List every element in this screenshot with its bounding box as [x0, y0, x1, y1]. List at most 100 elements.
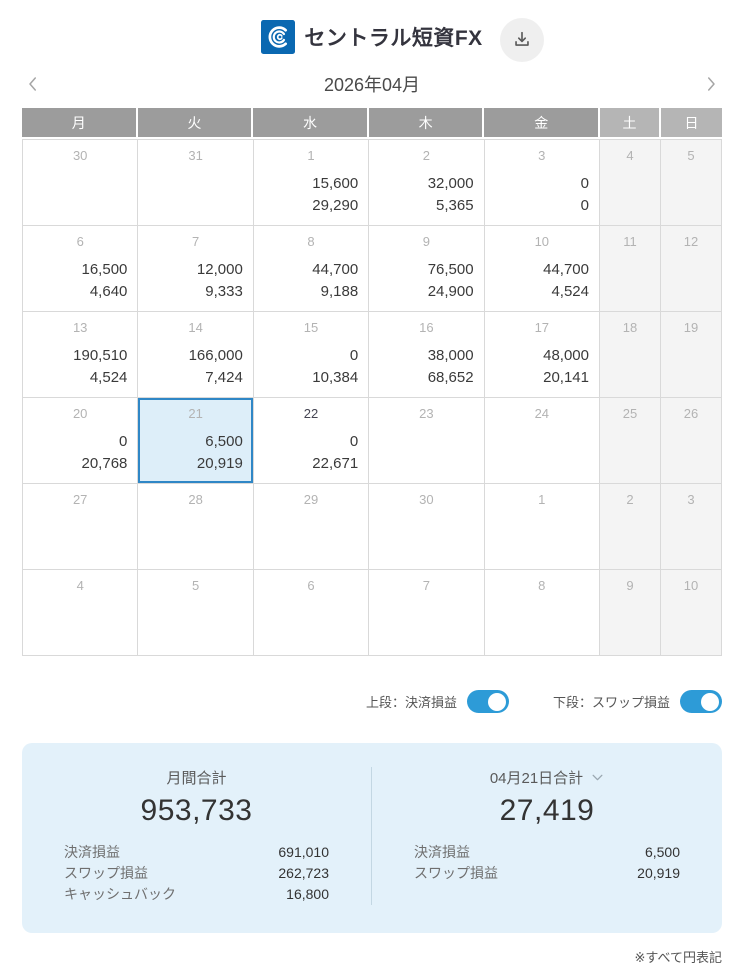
calendar-cell-25[interactable]: 25: [600, 398, 661, 484]
day-number: 28: [188, 492, 203, 507]
weekday-fri: 金: [484, 108, 600, 137]
day-number: 9: [626, 578, 634, 593]
calendar-cell-26[interactable]: 26: [661, 398, 722, 484]
calendar-cell-19[interactable]: 19: [661, 312, 722, 398]
day-number: 30: [419, 492, 434, 507]
day-number: 13: [72, 320, 88, 335]
day-number: 22: [303, 406, 319, 421]
calendar-cell-9[interactable]: 9: [600, 570, 661, 656]
calendar-cell-27[interactable]: 27: [23, 484, 139, 570]
calendar-cell-13[interactable]: 13 190,510 4,524: [23, 312, 139, 398]
summary-row: 決済損益 6,500: [414, 842, 680, 863]
cell-values: 76,500 24,900: [428, 259, 474, 303]
summary-panel: 月間合計 953,733 決済損益 691,010 スワップ損益 262,723…: [22, 743, 722, 933]
cell-values: 44,700 4,524: [543, 259, 589, 303]
calendar-cell-23[interactable]: 23: [369, 398, 485, 484]
day-number: 15: [303, 320, 319, 335]
calendar-cell-2[interactable]: 2: [600, 484, 661, 570]
toggle-knob: [701, 692, 719, 711]
calendar-cell-7[interactable]: 7: [369, 570, 485, 656]
swap-value: 5,365: [436, 197, 474, 214]
calendar-cell-4[interactable]: 4: [23, 570, 139, 656]
calendar-cell-15[interactable]: 15 0 10,384: [253, 312, 370, 398]
cell-values: 190,510 4,524: [73, 345, 127, 389]
calendar-cell-11[interactable]: 11: [600, 226, 661, 312]
cell-values: 15,600 29,290: [312, 173, 358, 217]
row-value: 20,919: [637, 865, 680, 881]
swap-toggle[interactable]: [680, 690, 722, 713]
calendar-cell-5[interactable]: 5: [661, 140, 722, 226]
calendar-cell-30[interactable]: 30: [369, 484, 485, 570]
day-number: 26: [683, 406, 699, 421]
calendar-cell-1[interactable]: 1: [484, 484, 600, 570]
calendar-cell-2[interactable]: 2 32,000 5,365: [369, 140, 485, 226]
day-number: 10: [683, 578, 699, 593]
row-label: 決済損益: [414, 844, 470, 860]
day-number: 21: [188, 406, 203, 421]
calendar-cell-5[interactable]: 5: [138, 570, 254, 656]
settlement-toggle[interactable]: [466, 690, 509, 713]
day-number: 4: [76, 578, 84, 593]
swap-value: 22,671: [312, 455, 359, 472]
calendar-cell-12[interactable]: 12: [661, 226, 722, 312]
day-number: 2: [626, 492, 634, 507]
calendar-cell-4[interactable]: 4: [600, 140, 661, 226]
day-number: 23: [419, 406, 434, 421]
row-value: 16,800: [286, 886, 329, 902]
day-number: 3: [687, 492, 695, 507]
day-number: 24: [534, 406, 550, 421]
calendar-cell-22[interactable]: 22 0 22,671: [253, 398, 370, 484]
swap-value: 24,900: [427, 283, 474, 300]
day-number: 7: [422, 578, 430, 593]
calendar-cell-8[interactable]: 8 44,700 9,188: [253, 226, 370, 312]
calendar-cell-9[interactable]: 9 76,500 24,900: [369, 226, 485, 312]
calendar-cell-20[interactable]: 20 0 20,768: [23, 398, 139, 484]
calendar-cell-3[interactable]: 3: [661, 484, 722, 570]
calendar-cell-8[interactable]: 8: [484, 570, 600, 656]
calendar-cell-6[interactable]: 6 16,500 4,640: [23, 226, 139, 312]
swap-value: 0: [580, 197, 589, 214]
settlement-value: 44,700: [312, 261, 359, 278]
calendar-cell-14[interactable]: 14 166,000 7,424: [138, 312, 254, 398]
day-number: 25: [622, 406, 638, 421]
day-number: 31: [188, 148, 203, 163]
calendar-cell-24[interactable]: 24: [484, 398, 600, 484]
row-label: 決済損益: [64, 844, 120, 860]
day-number: 17: [534, 320, 550, 335]
toggle-bar: 上段：決済損益 下段：スワップ損益: [22, 690, 722, 713]
next-month-button[interactable]: [698, 71, 724, 97]
summary-row: キャッシュバック 16,800: [64, 884, 329, 905]
calendar-cell-17[interactable]: 17 48,000 20,141: [484, 312, 600, 398]
day-number: 3: [538, 148, 546, 163]
calendar-cell-21[interactable]: 21 6,500 20,919: [138, 398, 254, 484]
swap-value: 20,768: [81, 455, 128, 472]
daily-total-title[interactable]: 04月21日合計: [414, 767, 680, 788]
download-button[interactable]: [500, 18, 544, 62]
calendar-cell-10[interactable]: 10: [661, 570, 722, 656]
day-number: 14: [188, 320, 203, 335]
day-number: 29: [303, 492, 319, 507]
daily-total-title-text: 04月21日合計: [489, 770, 584, 787]
calendar-cell-1[interactable]: 1 15,600 29,290: [253, 140, 370, 226]
swap-value: 10,384: [312, 369, 359, 386]
calendar-cell-29[interactable]: 29: [253, 484, 370, 570]
day-number: 30: [72, 148, 88, 163]
calendar-cell-10[interactable]: 10 44,700 4,524: [484, 226, 600, 312]
calendar-cell-18[interactable]: 18: [600, 312, 661, 398]
calendar-cell-28[interactable]: 28: [138, 484, 254, 570]
day-number: 1: [307, 148, 315, 163]
settlement-value: 6,500: [205, 433, 243, 450]
calendar-cell-7[interactable]: 7 12,000 9,333: [138, 226, 254, 312]
calendar-cell-31[interactable]: 31: [138, 140, 254, 226]
settlement-value: 190,510: [73, 347, 128, 364]
calendar-cell-6[interactable]: 6: [253, 570, 370, 656]
calendar-cell-16[interactable]: 16 38,000 68,652: [369, 312, 485, 398]
calendar-cell-30[interactable]: 30: [23, 140, 139, 226]
month-title: 2026年04月: [323, 75, 421, 95]
prev-month-button[interactable]: [20, 71, 46, 97]
cell-values: 38,000 68,652: [428, 345, 474, 389]
cell-values: 16,500 4,640: [82, 259, 128, 303]
day-number: 16: [419, 320, 434, 335]
